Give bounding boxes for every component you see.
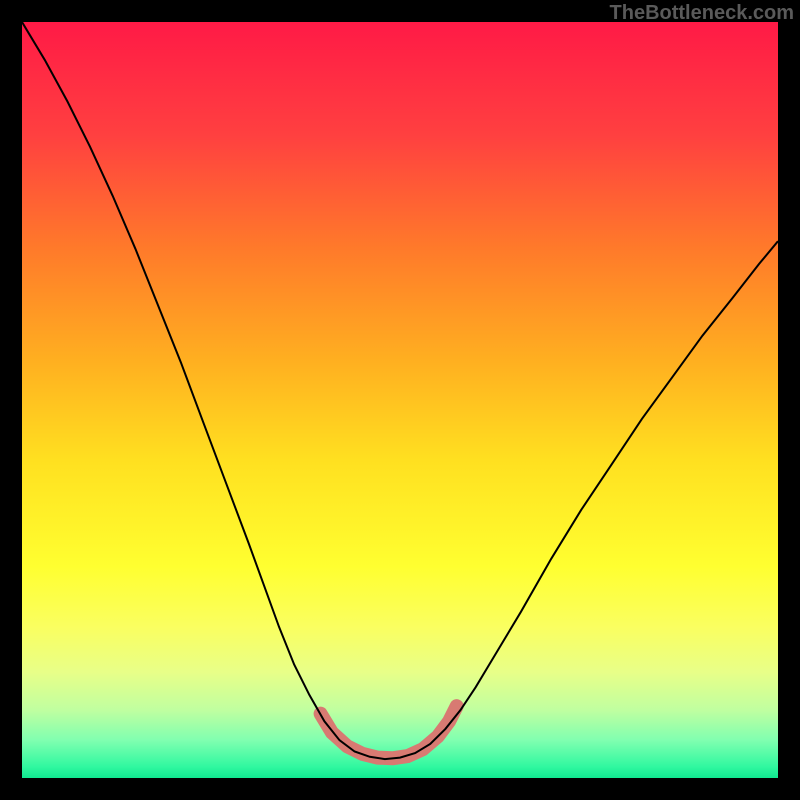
curve-layer [22, 22, 778, 778]
chart-frame: TheBottleneck.com [0, 0, 800, 800]
highlight-band [321, 706, 457, 758]
bottleneck-curve [22, 22, 778, 759]
plot-area [22, 22, 778, 778]
